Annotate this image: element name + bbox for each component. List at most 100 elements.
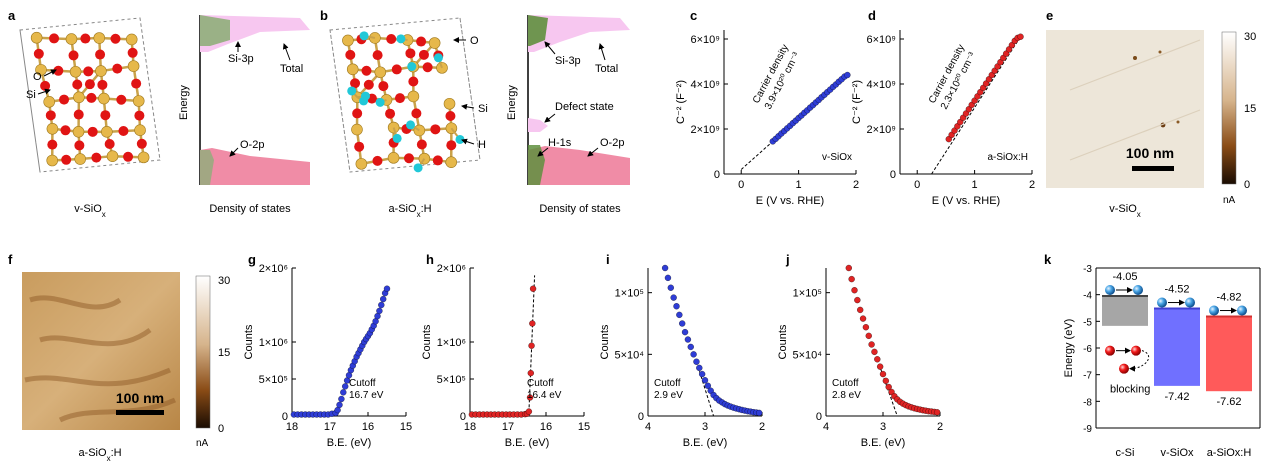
panel-letter-f: f <box>8 252 13 267</box>
oxygen-atom <box>112 63 123 74</box>
panel-letter-c: c <box>690 8 697 23</box>
y-tick-label: 2×10⁶ <box>437 263 466 275</box>
data-point <box>696 364 703 372</box>
data-point <box>1017 33 1024 40</box>
data-point <box>862 324 870 331</box>
dos-a-xlabel: Density of states <box>209 203 291 215</box>
cutoff-value: 16.7 eV <box>349 390 384 401</box>
data-point <box>882 377 889 385</box>
dos-b-si3p: Si-3p <box>555 55 581 67</box>
data-point <box>690 351 697 358</box>
hydrogen-atom <box>347 86 357 96</box>
hydrogen-atom <box>433 53 443 63</box>
chart-c: 0 1 2 0 2×10⁹ 4×10⁹ 6×10⁹ E (V vs. RHE) C⁻² (F⁻²… <box>675 30 859 207</box>
x-tick-label: 0 <box>914 179 920 191</box>
silicon-atom <box>387 152 400 164</box>
silicon-atom <box>125 33 138 46</box>
y-tick-label: 2×10⁹ <box>867 124 897 136</box>
data-point <box>378 301 385 309</box>
y-axis-label: Counts <box>421 324 433 359</box>
oxygen-atom <box>345 49 356 60</box>
hydrogen-atom <box>406 120 416 130</box>
oxygen-atom <box>45 110 56 121</box>
chart-d: 0 1 2 0 2×10⁹ 4×10⁹ 6×10⁹ E (V vs. RHE) C⁻² (F⁻²… <box>851 30 1035 207</box>
hydrogen-atom <box>413 163 423 173</box>
atom-label-si-b: Si <box>478 103 488 115</box>
hydrogen-atom <box>396 34 406 44</box>
category-label: a-SiOx:H <box>1207 447 1252 459</box>
oxygen-atom <box>100 110 111 121</box>
y-tick-label: 1×10⁶ <box>259 337 288 349</box>
data-point <box>670 294 677 301</box>
hole <box>1131 345 1141 356</box>
cutoff-value: 2.8 eV <box>832 390 861 401</box>
data-point <box>845 264 852 272</box>
data-point <box>854 296 861 304</box>
panel-b: b O Si H a-SiOx:H <box>320 8 488 219</box>
data-point <box>380 295 387 303</box>
data-point <box>859 315 867 322</box>
dos-a-total: Total <box>280 63 303 75</box>
y-axis-label: Energy (eV) <box>1063 319 1075 378</box>
data-point <box>525 408 533 415</box>
data-point <box>934 409 941 416</box>
oxygen-atom <box>68 50 79 61</box>
chart-h: 18 17 16 15 0 5×10⁵ 1×10⁶ 2×10⁶ B.E. (eV) Counts C… <box>421 263 590 449</box>
oxygen-atom <box>86 92 97 103</box>
colorbar-f <box>195 275 211 429</box>
oxygen-atom <box>72 79 83 90</box>
oxygen-atom <box>430 124 441 135</box>
panel-letter-e: e <box>1046 8 1053 23</box>
cutoff-label: Cutoff <box>349 378 376 389</box>
cbar-e-top: 30 <box>1244 31 1256 43</box>
cbar-e-unit: nA <box>1223 195 1236 206</box>
afm-image-e <box>1046 30 1204 188</box>
oxygen-atom <box>403 153 414 164</box>
oxygen-atom <box>91 152 102 163</box>
y-tick-label: 5×10⁴ <box>614 349 644 361</box>
x-tick-label: 15 <box>400 421 412 433</box>
scalebar-f-label: 100 nm <box>116 390 164 406</box>
oxygen-atom <box>416 139 427 150</box>
structure-v-siox <box>19 17 161 173</box>
y-tick-label: 0 <box>282 411 288 423</box>
cbar-f-top: 30 <box>218 275 230 287</box>
colorbar-e <box>1221 31 1237 185</box>
oxygen-atom <box>110 33 121 44</box>
silicon-atom <box>445 156 458 168</box>
oxygen-atom <box>118 126 129 137</box>
silicon-atom <box>443 97 456 110</box>
hole <box>1105 345 1115 356</box>
data-point <box>661 264 669 272</box>
scalebar-e <box>1132 166 1174 171</box>
oxygen-atom <box>73 109 84 120</box>
y-tick-label: -8 <box>1083 397 1092 408</box>
oxygen-atom <box>74 140 85 151</box>
y-tick-label: -4 <box>1083 291 1092 302</box>
silicon-atom <box>346 63 359 76</box>
oxygen-atom <box>352 108 363 119</box>
dos-b-total: Total <box>595 63 618 75</box>
cbar-e-bottom: 0 <box>1244 179 1250 191</box>
oxygen-atom <box>84 79 95 90</box>
y-axis-label: Counts <box>243 324 255 359</box>
x-tick-label: 3 <box>880 421 886 433</box>
oxygen-atom <box>127 47 138 58</box>
y-tick-label: 1×10⁶ <box>437 337 466 349</box>
band-bar <box>1102 296 1148 326</box>
y-tick-label: 2×10⁹ <box>691 124 721 136</box>
y-tick-label: 1×10⁵ <box>615 288 644 300</box>
dos-b-ylabel: Energy <box>506 85 518 120</box>
data-point <box>342 383 349 390</box>
x-axis-label: B.E. (eV) <box>327 437 372 449</box>
x-tick-label: 16 <box>362 421 374 433</box>
atom-label-si: Si <box>26 89 36 101</box>
oxygen-atom <box>363 79 374 90</box>
y-tick-label: 6×10⁹ <box>691 34 721 46</box>
oxygen-atom <box>391 64 402 75</box>
data-point <box>676 311 683 319</box>
dos-b-xlabel: Density of states <box>539 203 621 215</box>
x-tick-label: 18 <box>286 421 298 433</box>
silicon-atom <box>98 92 110 105</box>
